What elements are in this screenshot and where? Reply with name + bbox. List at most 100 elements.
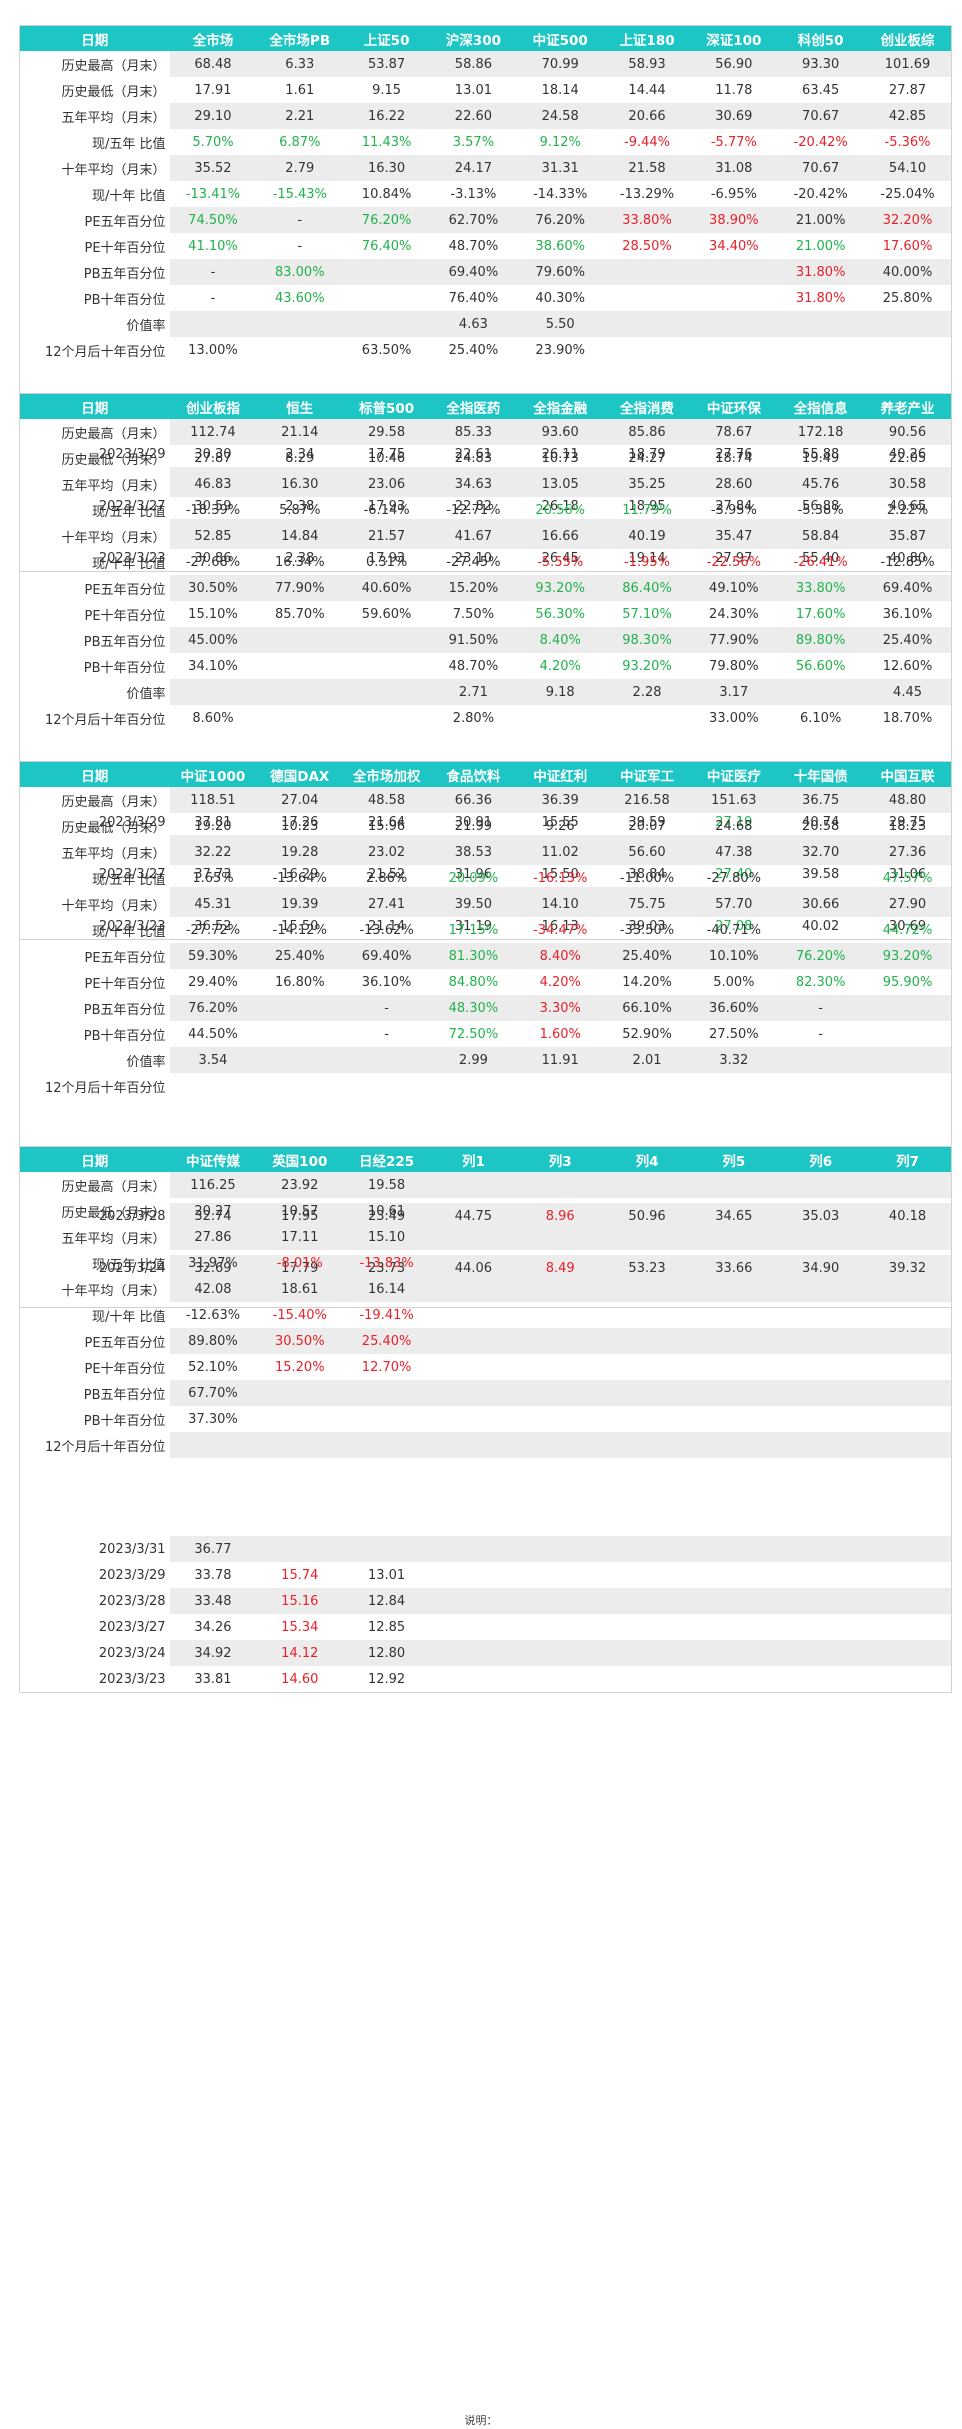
table-row: PE五年百分位 59.30% 25.40% 69.40% 81.30% 8.40% 25.4… xyxy=(20,943,951,969)
column-header: 全市场PB xyxy=(256,26,344,51)
table-row: PB十年百分位 37.30% xyxy=(20,1406,951,1432)
table-cell xyxy=(777,917,864,943)
table-cell xyxy=(777,1614,864,1640)
table-cell: -6.14% xyxy=(363,502,410,518)
table-cell: 118.51 xyxy=(169,787,257,813)
table-cell xyxy=(343,705,430,731)
table-cell xyxy=(256,363,344,389)
table-cell: 14.20% xyxy=(622,974,672,990)
row-label: 历史最高（月末） xyxy=(20,787,170,813)
table-cell xyxy=(690,1666,777,1692)
table-cell: -13.62% xyxy=(359,922,414,938)
table-cell: -1.95% xyxy=(624,554,671,570)
row-label: 历史最高（月末） xyxy=(20,1172,170,1198)
table-cell: 15.50 xyxy=(281,918,319,934)
table-cell: 19.58 xyxy=(343,1172,430,1198)
table-row: 十年平均（月末） 35.52 2.79 16.30 24.17 31.31 21.58 31.… xyxy=(20,155,951,181)
table-cell xyxy=(430,1536,517,1562)
table-cell: 14.84 xyxy=(256,523,344,549)
table-cell: 2.86% xyxy=(365,870,408,886)
column-header: 食品饮料 xyxy=(430,762,517,787)
table-cell: -5.36% xyxy=(884,134,931,150)
table-row: 现/五年 比值 31.97% -8.01% -13.83% xyxy=(20,1250,951,1276)
table-row: 2023/3/28 33.48 15.16 12.84 xyxy=(20,1588,951,1614)
table-cell: 31.31 xyxy=(516,155,604,181)
table-cell xyxy=(256,1458,344,1484)
table-cell: 91.50% xyxy=(430,627,517,653)
table-row: 历史最高（月末） 118.51 27.04 48.58 66.36 36.39 216.58… xyxy=(20,787,951,813)
table-cell: 31.06 xyxy=(888,866,927,882)
column-header: 中证传媒 xyxy=(169,1147,257,1172)
table-row: 12个月后十年百分位 13.00% 63.50% 25.40% 23.90% xyxy=(20,337,951,363)
table-cell: 23.90% xyxy=(535,342,585,358)
table-cell: -26.41% xyxy=(793,554,848,570)
column-header: 恒生 xyxy=(256,394,344,419)
table-row: PB五年百分位 45.00% 91.50% 8.40% 98.30% 77.90% 89.8… xyxy=(20,627,951,653)
table-cell: 89.80% xyxy=(169,1328,257,1354)
row-label: PE十年百分位 xyxy=(84,1361,166,1377)
table-cell xyxy=(690,1099,778,1125)
table-cell: 57.10% xyxy=(622,606,672,622)
table-cell: 11.91 xyxy=(516,1047,604,1073)
table-cell: 21.64 xyxy=(367,814,406,830)
table-row: 现/十年 比值 -12.63% -15.40% -19.41% xyxy=(20,1302,951,1328)
table-cell xyxy=(864,1172,951,1198)
column-header: 列1 xyxy=(430,1147,517,1172)
table-row: PB五年百分位 -83.00% 69.40% 79.60% 31.80% 40.00% xyxy=(20,259,951,285)
table-cell: 42.08 xyxy=(169,1276,257,1302)
table-cell xyxy=(343,1432,430,1458)
table-cell: 2.22% xyxy=(886,502,929,518)
table-cell xyxy=(604,1250,691,1276)
table-row: 2023/3/29 30.30 2.34 17.75 22.61 26.11 18.79 27… xyxy=(20,441,951,467)
table-cell: 12.84 xyxy=(343,1588,430,1614)
column-header: 英国100 xyxy=(256,1147,344,1172)
table-cell: 2.38 xyxy=(285,550,315,566)
table-cell: 45.31 xyxy=(169,891,257,917)
table-cell: 52.90% xyxy=(622,1026,672,1042)
table-cell: 18.74 xyxy=(715,450,753,466)
table-cell xyxy=(343,259,430,285)
table-cell xyxy=(430,1328,517,1354)
column-header: 创业板指 xyxy=(169,394,257,419)
table-cell: 5.50 xyxy=(516,311,604,337)
table-cell xyxy=(430,1073,517,1099)
column-header: 日期 xyxy=(20,26,170,51)
table-cell xyxy=(604,1562,691,1588)
table-cell xyxy=(604,285,691,311)
table-cell xyxy=(170,1073,257,1099)
table-cell xyxy=(690,1562,777,1588)
table-cell: 21.57 xyxy=(343,523,430,549)
table-cell: 93.20% xyxy=(864,943,951,969)
table-cell xyxy=(169,1458,257,1484)
table-cell: 16.30 xyxy=(343,155,430,181)
row-label: 价值率 xyxy=(20,1047,170,1073)
row-label: 12个月后十年百分位 xyxy=(45,344,166,360)
row-label: 价值率 xyxy=(20,311,170,337)
table-cell xyxy=(430,1484,517,1510)
table-cell: 85.33 xyxy=(430,419,517,445)
table-cell xyxy=(430,1614,517,1640)
table-cell xyxy=(517,1562,604,1588)
table-cell xyxy=(690,1172,778,1198)
row-label: 历史最低（月末） xyxy=(61,820,166,836)
table-cell xyxy=(603,1640,691,1666)
row-label: PB十年百分位 xyxy=(83,1028,166,1044)
table-cell: 27.86 xyxy=(169,1224,257,1250)
table-cell: 19.49 xyxy=(802,450,840,466)
table-cell: 3.54 xyxy=(169,1047,257,1073)
row-label xyxy=(20,363,170,389)
table-cell: 16.14 xyxy=(343,1276,430,1302)
table-cell: 17.15% xyxy=(448,922,499,938)
table-cell xyxy=(343,285,430,311)
table-cell: 27.19 xyxy=(715,814,753,830)
table-cell: 36.39 xyxy=(516,787,604,813)
row-label: 现/五年 比值 xyxy=(92,136,166,152)
table-cell: -25.04% xyxy=(880,186,935,202)
table-cell xyxy=(777,679,865,705)
table-cell: 42.85 xyxy=(864,103,951,129)
table-cell: 35.47 xyxy=(690,523,778,549)
table-cell xyxy=(690,1276,778,1302)
table-cell: 36.10% xyxy=(361,974,412,990)
table-cell xyxy=(603,1588,691,1614)
table-cell: 27.76 xyxy=(715,446,753,462)
